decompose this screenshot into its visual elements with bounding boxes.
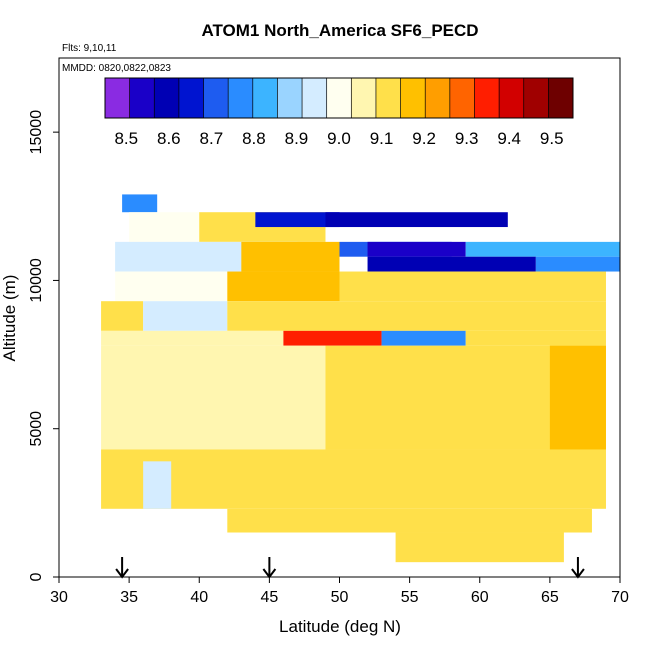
heatmap-region-9 — [465, 241, 620, 257]
y-tick-3: 15000 — [28, 110, 45, 155]
chart-title: ATOM1 North_America SF6_PECD — [201, 21, 478, 40]
arrow-markers — [115, 557, 585, 579]
heatmap-region-18 — [101, 330, 284, 346]
heatmap-region-13 — [227, 271, 340, 302]
colorbar-tick-7: 9.2 — [412, 129, 436, 148]
colorbar-tick-10: 9.5 — [540, 129, 564, 148]
arrow-marker-1 — [262, 557, 277, 579]
heatmap-region-0 — [122, 194, 158, 213]
x-axis: 30 35 40 45 50 55 60 65 70 — [50, 577, 629, 606]
colorbar-tick-8: 9.3 — [455, 129, 479, 148]
y-axis: 0 5000 10000 15000 — [28, 110, 59, 581]
colorbar-swatch-12 — [400, 78, 426, 118]
x-tick-2: 40 — [190, 589, 208, 606]
heatmap-region-15 — [101, 301, 144, 331]
arrow-marker-2 — [571, 557, 585, 579]
heatmap-region-27 — [227, 508, 592, 533]
colorbar-swatch-3 — [178, 78, 205, 118]
colorbar: 8.5 8.6 8.7 8.8 8.9 9.0 9.1 9.2 9.3 9.4 9.5 — [104, 77, 574, 148]
colorbar-swatch-17 — [523, 78, 549, 118]
colorbar-swatch-4 — [203, 78, 229, 118]
heatmap-region-28 — [395, 532, 564, 563]
colorbar-swatch-8 — [302, 78, 328, 118]
heatmap-region-17 — [227, 301, 606, 331]
arrow-marker-0 — [115, 557, 129, 579]
heatmap-region-12 — [115, 271, 228, 302]
heatmap-region-21 — [465, 330, 606, 346]
x-axis-label: Latitude (deg N) — [279, 617, 401, 636]
colorbar-tick-5: 9.0 — [327, 129, 351, 148]
colorbar-tick-4: 8.9 — [285, 129, 309, 148]
heatmap-region-6 — [241, 241, 340, 272]
colorbar-frame — [104, 77, 574, 119]
flights-label: Flts: 9,10,11 — [62, 43, 117, 54]
colorbar-swatch-15 — [474, 78, 500, 118]
colorbar-tick-6: 9.1 — [370, 129, 394, 148]
colorbar-swatch-13 — [425, 78, 451, 118]
colorbar-swatch-9 — [326, 78, 352, 118]
y-tick-0: 0 — [28, 572, 45, 581]
heatmap-region-10 — [367, 256, 536, 272]
heatmap-region-25 — [101, 449, 606, 509]
x-tick-4: 50 — [331, 589, 349, 606]
colorbar-swatch-10 — [351, 78, 377, 118]
x-tick-8: 70 — [611, 589, 629, 606]
colorbar-swatch-11 — [375, 78, 402, 118]
colorbar-swatch-7 — [277, 78, 303, 118]
colorbar-tick-2: 8.7 — [200, 129, 224, 148]
colorbar-swatch-16 — [499, 78, 525, 118]
colorbar-swatch-5 — [228, 78, 254, 118]
y-tick-2: 10000 — [28, 258, 45, 303]
y-tick-1: 5000 — [28, 411, 45, 447]
heatmap-region-16 — [143, 301, 228, 331]
dates-label: MMDD: 0820,0822,0823 — [62, 63, 171, 74]
heatmap-region-24 — [549, 345, 606, 450]
colorbar-tick-1: 8.6 — [157, 129, 181, 148]
x-tick-3: 45 — [260, 589, 278, 606]
colorbar-swatch-0 — [105, 78, 131, 118]
colorbar-tick-3: 8.8 — [242, 129, 266, 148]
x-tick-6: 60 — [471, 589, 489, 606]
heatmap-region-20 — [381, 330, 466, 346]
heatmap-region-22 — [101, 345, 326, 450]
colorbar-swatch-1 — [129, 78, 155, 118]
colorbar-swatch-2 — [154, 78, 180, 118]
heatmap-region-14 — [339, 271, 606, 302]
heatmap-region-3 — [255, 212, 340, 228]
x-tick-1: 35 — [120, 589, 138, 606]
colorbar-swatch-6 — [252, 78, 278, 118]
x-tick-5: 55 — [401, 589, 419, 606]
colorbar-swatch-18 — [548, 78, 574, 118]
heatmap-region-11 — [535, 256, 620, 272]
heatmap-region-19 — [283, 330, 382, 346]
x-tick-7: 65 — [541, 589, 559, 606]
x-tick-0: 30 — [50, 589, 68, 606]
heatmap-region-4 — [325, 212, 508, 228]
heatmap-region-26 — [143, 461, 172, 509]
heatmap-region-8 — [367, 241, 466, 257]
colorbar-swatch-14 — [449, 78, 475, 118]
heatmap-cells — [101, 194, 620, 563]
colorbar-tick-0: 8.5 — [114, 129, 138, 148]
colorbar-tick-9: 9.4 — [497, 129, 521, 148]
y-axis-label: Altitude (m) — [0, 275, 19, 362]
